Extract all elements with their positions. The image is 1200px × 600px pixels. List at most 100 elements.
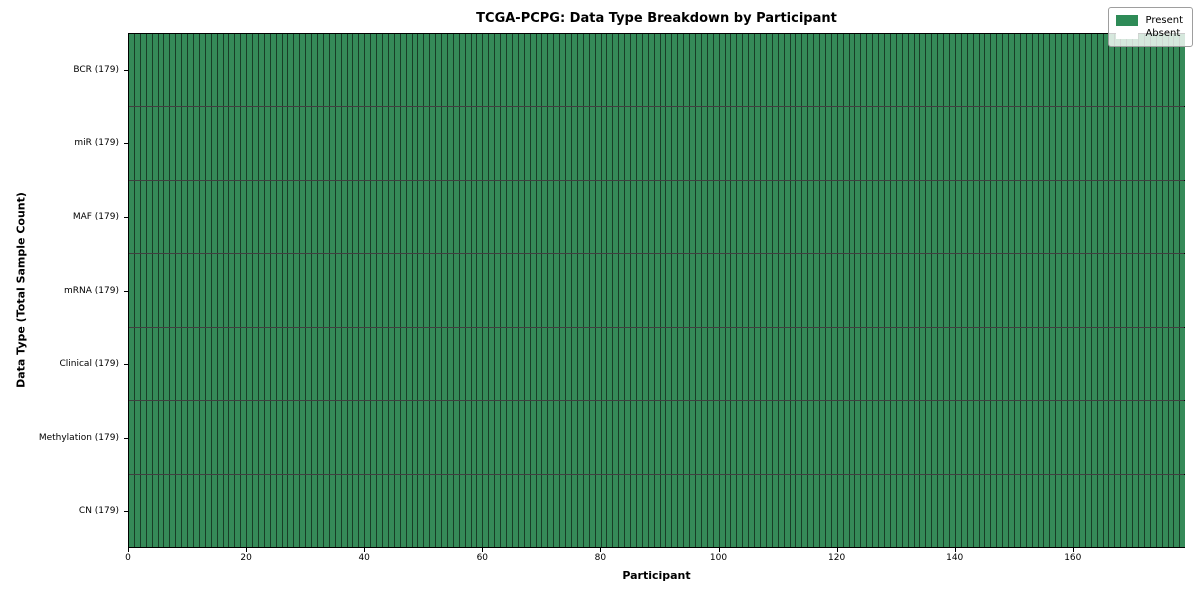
heatmap-cell (1127, 180, 1134, 254)
heatmap-cell (755, 107, 761, 180)
heatmap-cell (347, 107, 354, 180)
heatmap-cell (991, 254, 998, 327)
heatmap-cell (672, 254, 679, 327)
heatmap-cell (955, 34, 962, 107)
y-tick-label: BCR (179) (73, 64, 119, 75)
heatmap-cell (335, 34, 342, 107)
heatmap-cell (1127, 401, 1134, 474)
heatmap-cell (654, 474, 661, 547)
heatmap-cell (896, 401, 903, 474)
heatmap-cell (607, 34, 614, 107)
heatmap-cell (979, 254, 986, 327)
heatmap-cell (1038, 401, 1045, 474)
heatmap-cell (294, 474, 301, 547)
heatmap-cell (944, 327, 950, 401)
heatmap-cell (749, 327, 756, 401)
heatmap-cell (1138, 34, 1145, 107)
heatmap-cell (430, 327, 437, 401)
heatmap-cell (825, 254, 832, 327)
heatmap-cell (211, 34, 218, 107)
heatmap-cell (152, 34, 159, 107)
heatmap-cell (318, 474, 324, 547)
heatmap-cell (595, 180, 602, 254)
heatmap-cell (890, 254, 897, 327)
heatmap-cell (442, 180, 448, 254)
heatmap-cell (1062, 474, 1069, 547)
heatmap-cell (217, 401, 224, 474)
heatmap-cell (949, 34, 956, 107)
heatmap-cell (199, 401, 206, 474)
heatmap-cell (176, 327, 183, 401)
heatmap-cell (1115, 254, 1122, 327)
heatmap-cell (489, 34, 496, 107)
heatmap-row (129, 401, 1186, 475)
heatmap-cell (885, 474, 891, 547)
heatmap-cell (885, 327, 891, 401)
heatmap-cell (944, 107, 950, 180)
heatmap-cell (766, 254, 773, 327)
heatmap-cell (312, 327, 318, 401)
heatmap-cell (453, 107, 460, 180)
heatmap-cell (648, 327, 655, 401)
heatmap-cell (312, 180, 318, 254)
heatmap-cell (430, 180, 437, 254)
heatmap-cell (140, 34, 147, 107)
heatmap-cell (129, 180, 135, 254)
heatmap-cell (755, 34, 761, 107)
heatmap-cell (648, 474, 655, 547)
heatmap-cell (554, 474, 561, 547)
heatmap-cell (861, 34, 868, 107)
heatmap-cell (1133, 107, 1139, 180)
heatmap-cell (477, 34, 484, 107)
heatmap-cell (152, 180, 159, 254)
heatmap-cell (1079, 180, 1086, 254)
heatmap-cell (719, 327, 726, 401)
heatmap-cell (442, 327, 448, 401)
heatmap-cell (566, 474, 572, 547)
heatmap-cell (737, 401, 744, 474)
heatmap-cell (1127, 474, 1134, 547)
heatmap-cell (1085, 474, 1092, 547)
heatmap-cell (1180, 401, 1186, 474)
heatmap-cell (849, 254, 856, 327)
y-tick-mark (124, 290, 128, 292)
heatmap-cell (359, 34, 366, 107)
heatmap-cell (306, 401, 313, 474)
heatmap-cell (855, 401, 862, 474)
heatmap-cell (619, 327, 626, 401)
heatmap-cell (713, 34, 720, 107)
heatmap-cell (926, 327, 933, 401)
heatmap-cell (589, 180, 596, 254)
heatmap-cell (896, 34, 903, 107)
heatmap-cell (205, 474, 212, 547)
heatmap-cell (725, 327, 732, 401)
heatmap-cell (447, 327, 454, 401)
heatmap-cell (778, 180, 785, 254)
heatmap-cell (471, 107, 478, 180)
heatmap-cell (1133, 327, 1139, 401)
heatmap-cell (985, 107, 992, 180)
heatmap-cell (1074, 34, 1080, 107)
heatmap-cell (577, 401, 584, 474)
heatmap-cell (760, 327, 767, 401)
heatmap-cell (465, 180, 472, 254)
heatmap-cell (1174, 327, 1181, 401)
heatmap-cell (193, 107, 200, 180)
heatmap-cell (1026, 401, 1033, 474)
heatmap-cell (294, 254, 301, 327)
heatmap-cell (902, 474, 909, 547)
heatmap-cell (524, 107, 531, 180)
heatmap-cell (938, 180, 945, 254)
heatmap-cell (288, 107, 295, 180)
heatmap-cell (660, 34, 667, 107)
heatmap-cell (654, 180, 661, 254)
heatmap-cell (1003, 107, 1010, 180)
heatmap-cell (684, 327, 691, 401)
heatmap-cell (235, 401, 242, 474)
heatmap-cell (713, 401, 720, 474)
heatmap-cell (743, 180, 750, 254)
heatmap-cell (1056, 107, 1063, 180)
heatmap-cell (849, 34, 856, 107)
heatmap-cell (436, 474, 443, 547)
heatmap-cell (696, 180, 702, 254)
